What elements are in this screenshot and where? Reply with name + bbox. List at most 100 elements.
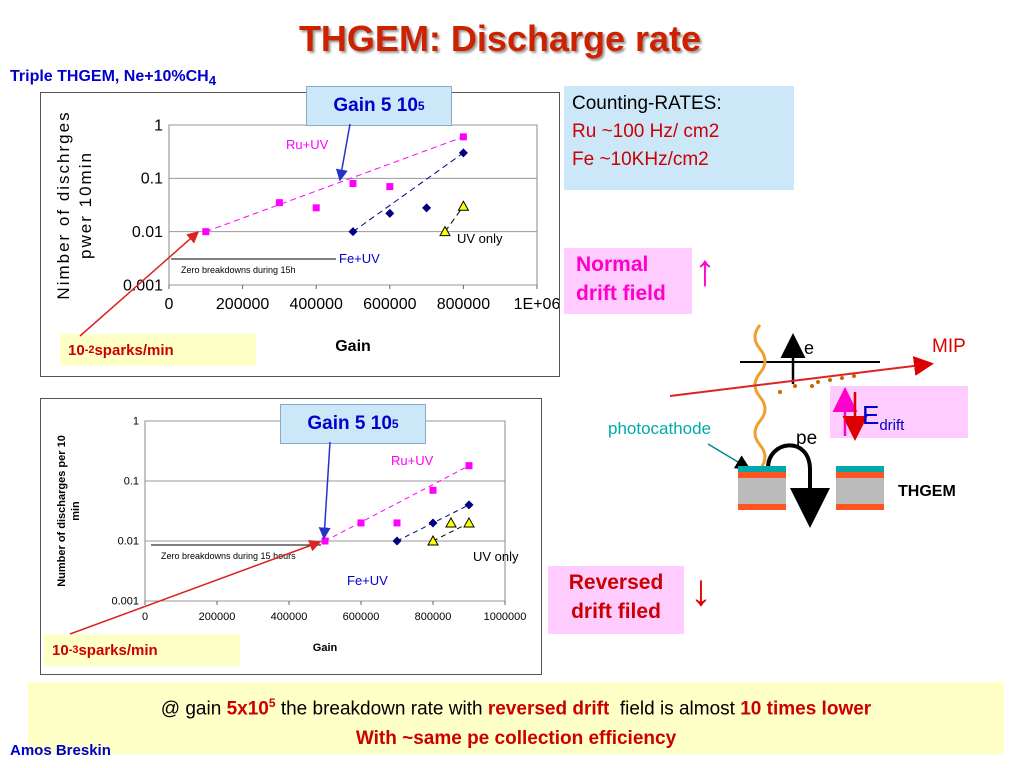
series-label: Ru+UV (286, 137, 329, 152)
y-tick-label: 1 (154, 117, 163, 134)
y-tick-label: 0.1 (141, 171, 163, 188)
conclusion-line2: With ~same pe collection efficiency (355, 728, 677, 750)
x-tick-label: 0 (165, 296, 174, 313)
photon-wave (753, 324, 767, 470)
y-tick-label: 0.1 (124, 476, 139, 488)
sparks-arrow-bottom (69, 539, 322, 635)
data-point (429, 486, 437, 494)
data-point (459, 133, 467, 141)
trend-line (205, 136, 464, 233)
thgem-left (738, 466, 786, 510)
data-point (439, 225, 451, 237)
y-tick-label: 1 (133, 416, 139, 428)
photocathode-label: photocathode (608, 419, 711, 438)
author: Amos Breskin (10, 742, 111, 759)
gain-arrow-bottom (318, 441, 331, 540)
x-tick-label: 600000 (363, 296, 416, 313)
mip-label: MIP (932, 336, 966, 357)
series-label: UV only (457, 231, 503, 246)
gain-label-top: Gain 5 10 5 (306, 86, 452, 126)
x-tick-label: 200000 (216, 296, 269, 313)
data-point (422, 203, 432, 213)
data-point (463, 516, 475, 528)
trend-line (432, 522, 470, 542)
gain-label-bottom: Gain 5 10 5 (280, 404, 426, 444)
trend-line (324, 465, 470, 542)
x-tick-label: 400000 (290, 296, 343, 313)
data-point (202, 228, 210, 236)
normal-field-arrow: ↑ (694, 246, 716, 295)
data-point (349, 180, 357, 188)
x-axis-label: Gain (335, 338, 371, 355)
reversed-field-arrow: ↓ (690, 566, 712, 615)
x-tick-label: 400000 (271, 611, 308, 623)
conclusion-line1: @ gain 5x105 the breakdown rate with rev… (160, 696, 872, 720)
plot-area (168, 124, 538, 286)
trend-line (352, 152, 464, 233)
data-point (321, 537, 329, 545)
series-label: Fe+UV (339, 251, 380, 266)
conclusion-box: @ gain 5x105 the breakdown rate with rev… (28, 682, 1004, 754)
trend-line (444, 205, 464, 232)
data-point (275, 199, 283, 207)
counting-rates-fe: Fe ~10KHz/cm2 (572, 149, 709, 170)
page-title: THGEM: Discharge rate (298, 18, 702, 59)
subtitle: Triple THGEM, Ne+10%CH4 (10, 68, 216, 88)
pe-path (766, 443, 830, 528)
data-point (464, 500, 474, 510)
pe-label: pe (796, 428, 817, 449)
x-tick-label: 800000 (437, 296, 490, 313)
chart-panel-top: 0.001 0.01 0.1 1 0 200000 400000 600000 800000 1E… (40, 92, 560, 377)
y-axis-label: min (70, 501, 82, 521)
data-point (458, 148, 468, 158)
x-tick-label: 1E+06 (514, 296, 559, 313)
edrift-label: Edrift (862, 400, 905, 434)
data-point (457, 200, 470, 211)
data-point (392, 536, 402, 546)
x-tick-label: 800000 (415, 611, 452, 623)
data-point (465, 462, 473, 470)
x-tick-label: 0 (142, 611, 148, 623)
x-tick-label: 1000000 (484, 611, 527, 623)
annotation-text: Zero breakdowns during 15h (181, 265, 296, 275)
data-point (312, 204, 320, 212)
data-point (445, 516, 457, 528)
sparks-label-top: 10 -2 sparks/min (60, 334, 256, 366)
data-point (393, 519, 401, 527)
ionization-dots (778, 374, 856, 394)
y-axis-label: Number of discharges per 10 (56, 435, 68, 587)
photocathode-pointer (707, 443, 751, 470)
annotation-text: Zero breakdowns during 15 hours (161, 551, 296, 561)
subtitle-subscript: 4 (208, 73, 217, 89)
normal-field-box: Normal drift field (564, 248, 692, 314)
data-point (348, 227, 358, 237)
y-axis-label: pwer 10min (76, 151, 95, 259)
series-label: Fe+UV (347, 573, 388, 588)
series-label: Ru+UV (391, 453, 434, 468)
x-tick-label: 200000 (199, 611, 236, 623)
thgem-right (836, 466, 884, 510)
x-tick-label: 600000 (343, 611, 380, 623)
e-label: e (804, 338, 814, 358)
data-point (428, 518, 438, 528)
mip-track (669, 356, 934, 397)
y-tick-label: 0.01 (132, 224, 163, 241)
y-tick-label: 0.001 (111, 596, 139, 608)
data-point (427, 534, 439, 546)
x-axis-label: Gain (313, 642, 338, 654)
reversed-field-box: Reversed drift filed (548, 566, 684, 634)
counting-rates-ru: Ru ~100 Hz/ cm2 (572, 121, 720, 142)
counting-rates-heading: Counting-RATES: (572, 93, 722, 114)
sparks-label-bottom: 10 -3 sparks/min (44, 634, 240, 666)
data-point (385, 208, 395, 218)
sparks-arrow-top (79, 231, 200, 337)
detector-diagram: e MIP Edrift pe photocathode THGEM (608, 324, 966, 528)
gain-arrow-top (335, 123, 351, 182)
subtitle-main: Triple THGEM, Ne+10%CH (10, 68, 209, 85)
data-point (386, 183, 394, 191)
series-label: UV only (473, 549, 519, 564)
y-axis-label: Nimber of dischrges (54, 110, 73, 299)
data-point (357, 519, 365, 527)
